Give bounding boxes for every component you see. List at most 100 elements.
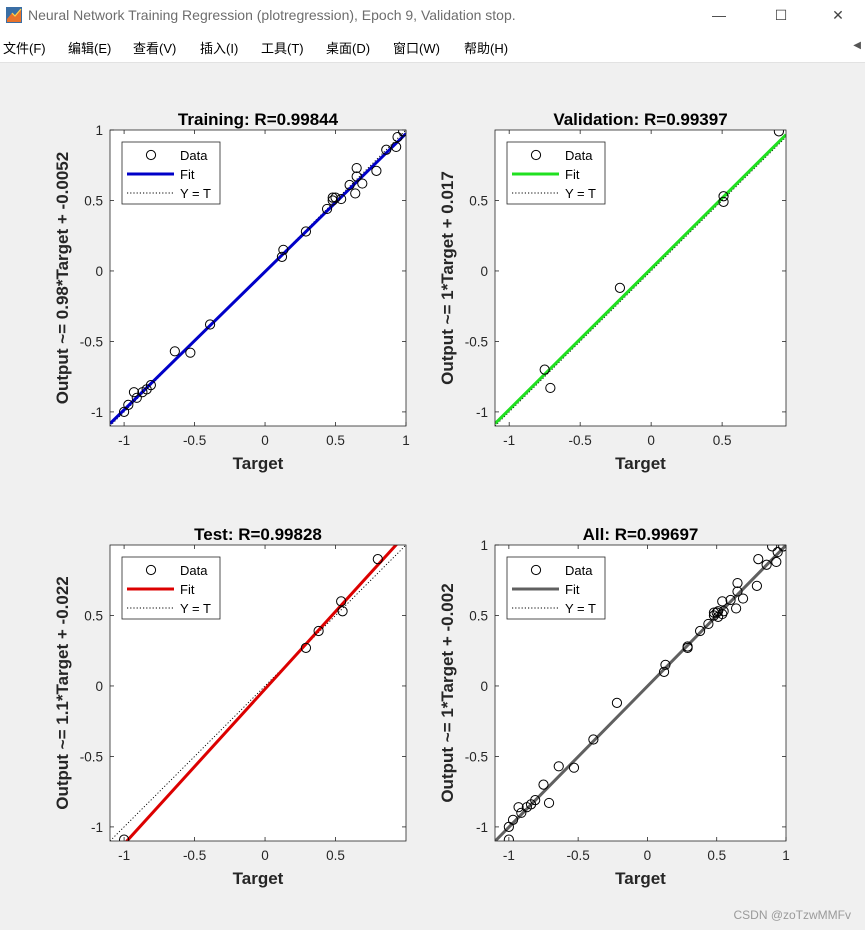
watermark: CSDN @zoTzwMMFv (733, 908, 851, 922)
data-point (169, 346, 180, 357)
data-point (313, 625, 324, 637)
data-point (568, 762, 580, 773)
menu-help[interactable]: 帮助(H) (464, 41, 509, 56)
menu-tools[interactable]: 工具(T) (261, 41, 304, 56)
y-axis-label: Output ~= 1*Target + -0.002 (438, 583, 457, 802)
regression-plot-1: -1 -0.5 0 0.5 -1 -0.5 0 0.5 Validation: R=0.9939… (438, 110, 787, 473)
x-tick-label: 0.5 (707, 848, 726, 863)
identity-line (110, 130, 406, 426)
data-point (543, 797, 555, 809)
data-point (717, 596, 728, 607)
data-point (123, 399, 134, 410)
y-tick-label: 0.5 (84, 608, 103, 623)
menu-view[interactable]: 查看(V) (133, 41, 177, 56)
legend-label-identity: Y = T (180, 186, 211, 201)
data-point (351, 171, 362, 182)
data-point (276, 251, 288, 262)
data-point (507, 814, 519, 825)
axes-frame (494, 544, 787, 842)
legend-label-fit: Fit (565, 167, 580, 182)
identity-line (495, 136, 786, 426)
data-point (330, 192, 341, 203)
legend-label-fit: Fit (180, 167, 195, 182)
x-tick-label: 0.5 (326, 433, 345, 448)
legend: Data Fit Y = T (506, 556, 606, 620)
plot-area (495, 130, 786, 426)
y-tick-label: -1 (91, 820, 103, 835)
dock-arrow-icon[interactable]: ◀ (853, 40, 861, 51)
window-title: Neural Network Training Regression (plot… (28, 7, 516, 23)
x-tick-label: -0.5 (183, 848, 206, 863)
close-button[interactable]: ✕ (815, 0, 861, 30)
data-point (703, 618, 714, 630)
legend-data-marker (145, 564, 157, 576)
menu-window[interactable]: 窗口(W) (393, 41, 440, 56)
minimize-button[interactable]: — (696, 0, 742, 30)
x-axis-label: Target (615, 454, 666, 473)
fit-line (495, 545, 786, 841)
data-point (336, 193, 347, 205)
data-point (539, 364, 550, 375)
data-point (391, 141, 402, 153)
fit-line (495, 133, 786, 425)
data-point (185, 347, 196, 358)
axes-frame (109, 544, 407, 842)
data-point (145, 380, 156, 391)
data-point (737, 593, 749, 604)
legend-label-data: Data (565, 563, 593, 578)
menu-insert[interactable]: 插入(I) (200, 41, 239, 56)
menu-edit[interactable]: 编辑(E) (68, 41, 112, 56)
legend-data-marker (530, 149, 542, 161)
matlab-app-icon (6, 7, 22, 23)
y-axis-label: Output ~= 1.1*Target + -0.022 (53, 576, 72, 810)
y-tick-label: -1 (476, 405, 488, 420)
chart-title: All: R=0.99697 (583, 525, 699, 544)
x-tick-label: 1 (782, 848, 790, 863)
legend-label-identity: Y = T (565, 601, 596, 616)
data-point (357, 178, 368, 189)
data-point (682, 642, 693, 653)
data-point (753, 553, 764, 565)
data-point (725, 594, 736, 606)
data-point (131, 392, 142, 403)
identity-line (110, 545, 406, 841)
axes-frame (109, 129, 407, 427)
legend-label-fit: Fit (565, 582, 580, 597)
menu-file[interactable]: 文件(F) (3, 41, 46, 56)
y-tick-label: 0.5 (469, 193, 488, 208)
regression-plot-2: -1 -0.5 0 0.5 -1 -0.5 0 0.5 Test: R=0.99828 Targe… (53, 525, 407, 888)
legend-label-data: Data (180, 148, 208, 163)
data-point (398, 130, 406, 137)
data-point (278, 244, 289, 255)
legend-data-marker (530, 564, 542, 576)
data-point (327, 192, 338, 203)
y-tick-label: 1 (480, 538, 488, 553)
data-point (516, 807, 527, 818)
legend: Data Fit Y = T (121, 556, 221, 620)
x-tick-label: -1 (503, 848, 515, 863)
axes-frame (494, 129, 787, 427)
data-point (344, 179, 355, 191)
data-point (718, 196, 729, 207)
legend-label-fit: Fit (180, 582, 195, 597)
plot-area (495, 545, 786, 841)
minimize-icon: — (712, 7, 726, 23)
y-tick-label: -1 (91, 405, 103, 420)
y-tick-label: -0.5 (465, 749, 488, 764)
menu-desktop[interactable]: 桌面(D) (326, 41, 371, 56)
x-axis-label: Target (615, 869, 666, 888)
y-tick-label: -1 (476, 820, 488, 835)
chart-title: Validation: R=0.99397 (553, 110, 727, 129)
data-point (300, 642, 312, 653)
y-tick-label: 0 (95, 264, 103, 279)
data-point (761, 559, 772, 570)
data-point (614, 282, 626, 293)
data-point (300, 226, 312, 237)
data-point (771, 556, 782, 568)
maximize-icon: ☐ (774, 6, 788, 23)
x-tick-label: 0 (261, 848, 269, 863)
data-point (772, 546, 783, 558)
maximize-button[interactable]: ☐ (758, 0, 804, 30)
y-axis-label: Output ~= 1*Target + 0.017 (438, 171, 457, 385)
title-bar: Neural Network Training Regression (plot… (0, 0, 865, 30)
